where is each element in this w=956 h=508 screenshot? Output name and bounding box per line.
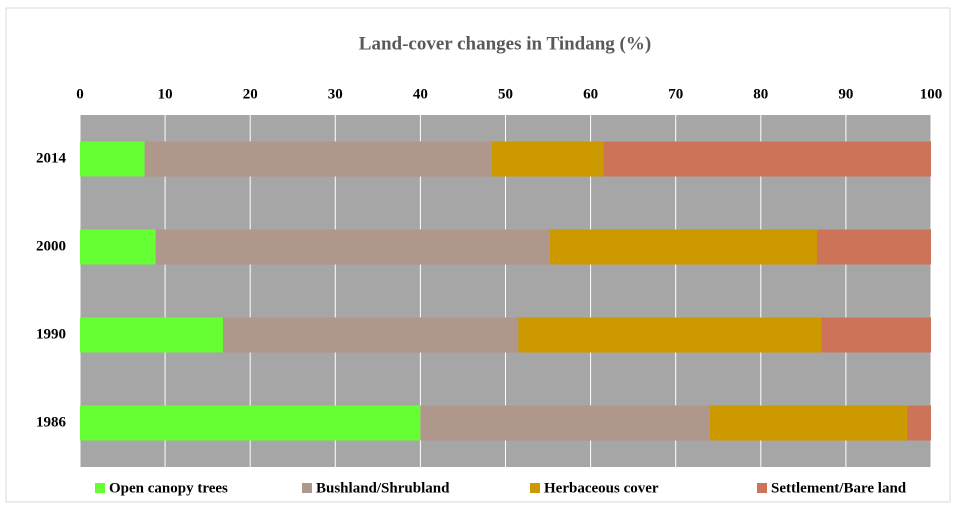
y-tick-label: 2014 [36,150,67,166]
legend-swatch [530,483,540,493]
bar-segment [549,229,817,265]
legend-label: Settlement/Bare land [771,480,907,496]
legend-swatch [95,483,105,493]
bar-segment [491,141,604,177]
bar-segment [420,405,710,441]
bar-segment [222,317,519,353]
bar-segment [144,141,492,177]
x-tick-label: 90 [838,86,853,102]
x-tick-label: 70 [668,86,683,102]
legend-swatch [302,483,312,493]
x-tick-label: 20 [243,86,258,102]
y-tick-label: 2000 [36,238,66,254]
x-tick-label: 100 [920,86,943,102]
x-tick-label: 10 [158,86,173,102]
bar-segment [155,229,550,265]
bar-segment [821,317,931,353]
bar-segment [80,405,421,441]
bar-segment [603,141,931,177]
y-tick-label: 1986 [36,414,67,430]
bar-segment [907,405,931,441]
x-tick-label: 50 [498,86,513,102]
y-tick-label: 1990 [36,326,66,342]
chart-title: Land-cover changes in Tindang (%) [359,33,651,54]
bar-segment [816,229,931,265]
bar-segment [80,141,145,177]
bar-segment [709,405,908,441]
legend-label: Herbaceous cover [544,480,659,496]
x-tick-label: 40 [413,86,428,102]
x-tick-label: 60 [583,86,598,102]
legend-swatch [757,483,767,493]
bar-segment [518,317,822,353]
legend-label: Open canopy trees [109,480,228,496]
x-tick-label: 30 [328,86,343,102]
x-tick-label: 0 [76,86,84,102]
x-tick-label: 80 [753,86,768,102]
legend-label: Bushland/Shrubland [316,480,450,496]
bar-segment [80,317,223,353]
bar-segment [80,229,156,265]
